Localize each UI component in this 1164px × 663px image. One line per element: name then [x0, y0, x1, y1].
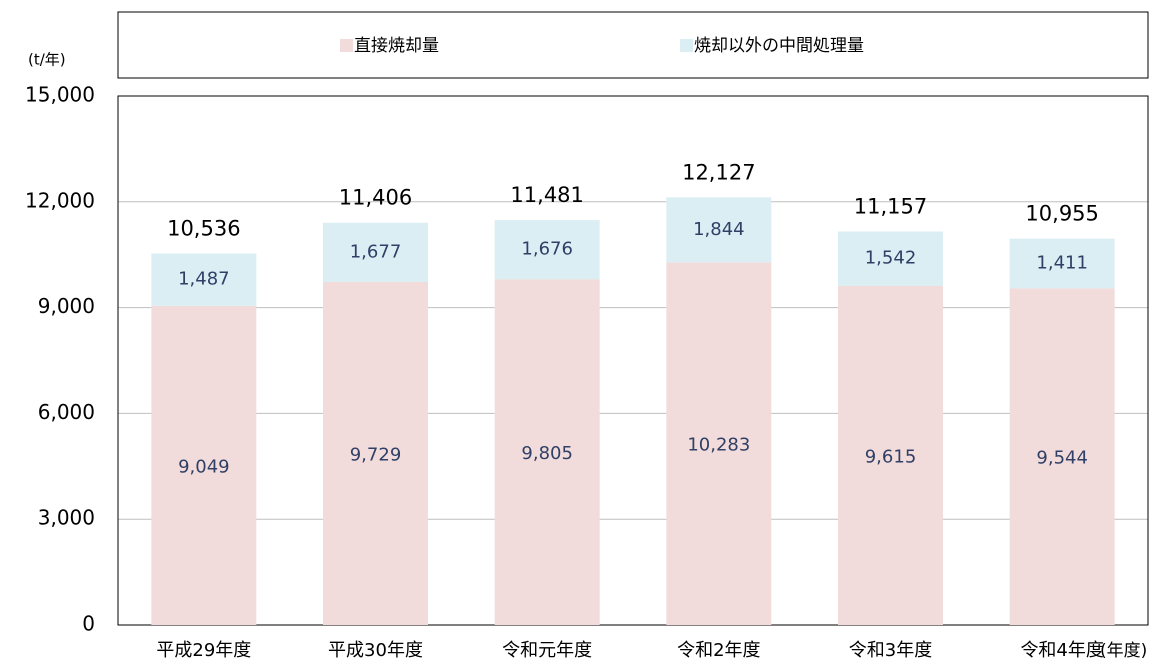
bar-segment — [494, 220, 600, 280]
total-label: 10,536 — [167, 216, 240, 240]
bar-segment — [323, 222, 428, 282]
plot-frame — [117, 95, 1149, 626]
legend-label: 焼却以外の中間処理量 — [694, 36, 864, 56]
y-tick-label: 15,000 — [25, 83, 95, 107]
value-label: 1,844 — [693, 219, 745, 240]
bar-segment — [666, 262, 772, 625]
bar-segment — [838, 285, 943, 625]
total-label: 10,955 — [1025, 202, 1098, 226]
value-label: 1,542 — [865, 248, 917, 269]
value-label: 9,544 — [1036, 448, 1088, 469]
value-label: 1,411 — [1036, 253, 1088, 274]
bar-segment — [494, 279, 600, 625]
value-label: 9,615 — [865, 446, 917, 467]
value-label: 1,487 — [178, 269, 230, 290]
legend-label: 直接焼却量 — [354, 36, 439, 56]
legend-swatch — [680, 39, 693, 52]
y-axis-label: (t/年) — [28, 51, 66, 69]
total-label: 11,406 — [339, 186, 412, 210]
x-tick-label: 令和4年度 — [1020, 640, 1103, 661]
x-tick-label: 令和2年度 — [677, 640, 760, 661]
bar-segment — [151, 253, 257, 306]
bar-segment — [666, 197, 772, 263]
bar-segment — [151, 305, 257, 625]
bar-segment — [1009, 288, 1115, 625]
value-label: 9,729 — [350, 444, 402, 465]
value-label: 10,283 — [687, 435, 750, 456]
x-tick-label: 平成29年度 — [156, 640, 251, 661]
value-label: 1,676 — [521, 239, 573, 260]
y-tick-label: 6,000 — [38, 400, 95, 424]
bar-segment — [1009, 238, 1115, 289]
x-axis-label: (年度) — [1100, 641, 1147, 661]
y-tick-label: 0 — [82, 612, 95, 636]
y-tick-label: 9,000 — [38, 294, 95, 318]
total-label: 11,481 — [510, 183, 583, 207]
value-label: 1,677 — [350, 241, 402, 262]
total-label: 11,157 — [854, 195, 927, 219]
x-tick-label: 令和元年度 — [502, 640, 592, 661]
bar-segment — [838, 231, 943, 286]
x-tick-label: 令和3年度 — [849, 640, 932, 661]
total-label: 12,127 — [682, 160, 755, 184]
value-label: 9,805 — [521, 443, 573, 464]
y-tick-label: 3,000 — [38, 506, 95, 530]
y-tick-label: 12,000 — [25, 188, 95, 212]
x-tick-label: 平成30年度 — [328, 640, 423, 661]
value-label: 9,049 — [178, 456, 230, 477]
bar-segment — [323, 281, 428, 625]
legend-box — [117, 11, 1149, 79]
legend-swatch — [340, 39, 353, 52]
